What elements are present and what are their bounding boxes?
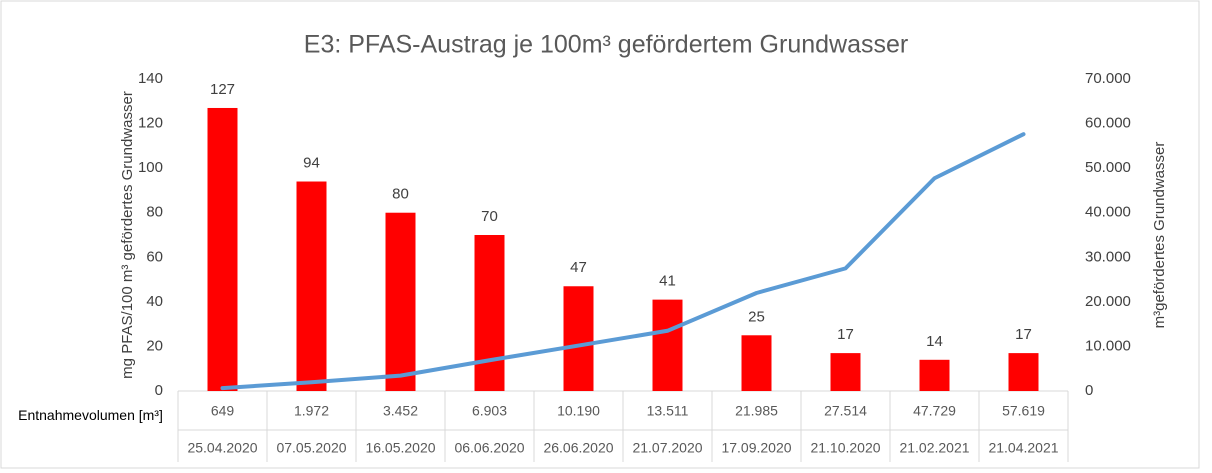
- table-value: 27.514: [824, 403, 867, 419]
- table-value: 649: [211, 403, 235, 419]
- table-value: 3.452: [383, 403, 418, 419]
- row-label: Entnahmevolumen [m³]: [18, 407, 163, 423]
- data-label: 94: [303, 154, 320, 171]
- bar: [652, 299, 683, 391]
- table-value: 10.190: [557, 403, 600, 419]
- x-tick-label: 21.07.2020: [632, 440, 702, 456]
- bar: [385, 212, 416, 391]
- x-tick-label: 26.06.2020: [543, 440, 613, 456]
- table-value: 13.511: [647, 403, 689, 419]
- data-label: 14: [926, 333, 943, 350]
- y-tick-label: 140: [138, 70, 163, 87]
- data-label: 80: [392, 186, 409, 203]
- y-axis-title: mg PFAS/100 m³ gefördertes Grundwasser: [119, 91, 136, 379]
- data-label: 41: [659, 273, 676, 290]
- bar: [830, 353, 861, 391]
- y2-tick-label: 40.000: [1085, 204, 1131, 221]
- data-label: 47: [570, 259, 587, 276]
- data-label: 17: [837, 326, 854, 343]
- y-tick-label: 80: [146, 204, 163, 221]
- y2-tick-label: 20.000: [1085, 293, 1131, 310]
- table-value: 1.972: [294, 403, 329, 419]
- y-tick-label: 20: [146, 337, 163, 354]
- x-tick-label: 16.05.2020: [365, 440, 435, 456]
- data-label: 25: [748, 308, 765, 325]
- x-tick-label: 06.06.2020: [454, 440, 524, 456]
- y2-tick-label: 10.000: [1085, 337, 1131, 354]
- y-tick-label: 60: [146, 248, 163, 265]
- y2-tick-label: 30.000: [1085, 248, 1131, 265]
- table-value: 47.729: [913, 403, 956, 419]
- table-value: 21.985: [735, 403, 778, 419]
- y2-tick-label: 0: [1085, 382, 1093, 399]
- y-tick-label: 0: [155, 382, 163, 399]
- data-label: 70: [481, 208, 498, 225]
- y2-tick-label: 60.000: [1085, 115, 1131, 132]
- x-tick-label: 21.04.2021: [988, 440, 1058, 456]
- data-label: 127: [210, 81, 235, 98]
- x-tick-label: 17.09.2020: [721, 440, 791, 456]
- table-value: 6.903: [472, 403, 507, 419]
- y2-axis-title: m³gefördertes Grundwasser: [1151, 142, 1168, 329]
- table-value: 57.619: [1002, 403, 1045, 419]
- bar: [919, 359, 950, 391]
- data-label: 17: [1015, 326, 1032, 343]
- y-tick-label: 100: [138, 159, 163, 176]
- line: [220, 132, 1026, 391]
- bar: [296, 181, 327, 391]
- bar: [563, 286, 594, 391]
- chart-title: E3: PFAS-Austrag je 100m³ gefördertem Gr…: [304, 31, 908, 59]
- y2-tick-label: 70.000: [1085, 70, 1131, 87]
- y2-tick-label: 50.000: [1085, 159, 1131, 176]
- y-tick-label: 40: [146, 293, 163, 310]
- x-tick-label: 21.02.2021: [899, 440, 969, 456]
- bar: [474, 235, 505, 391]
- bar: [207, 107, 238, 391]
- bar: [1008, 353, 1039, 391]
- x-tick-label: 25.04.2020: [187, 440, 257, 456]
- bar: [741, 335, 772, 391]
- y-tick-label: 120: [138, 115, 163, 132]
- x-tick-label: 07.05.2020: [276, 440, 346, 456]
- x-tick-label: 21.10.2020: [810, 440, 880, 456]
